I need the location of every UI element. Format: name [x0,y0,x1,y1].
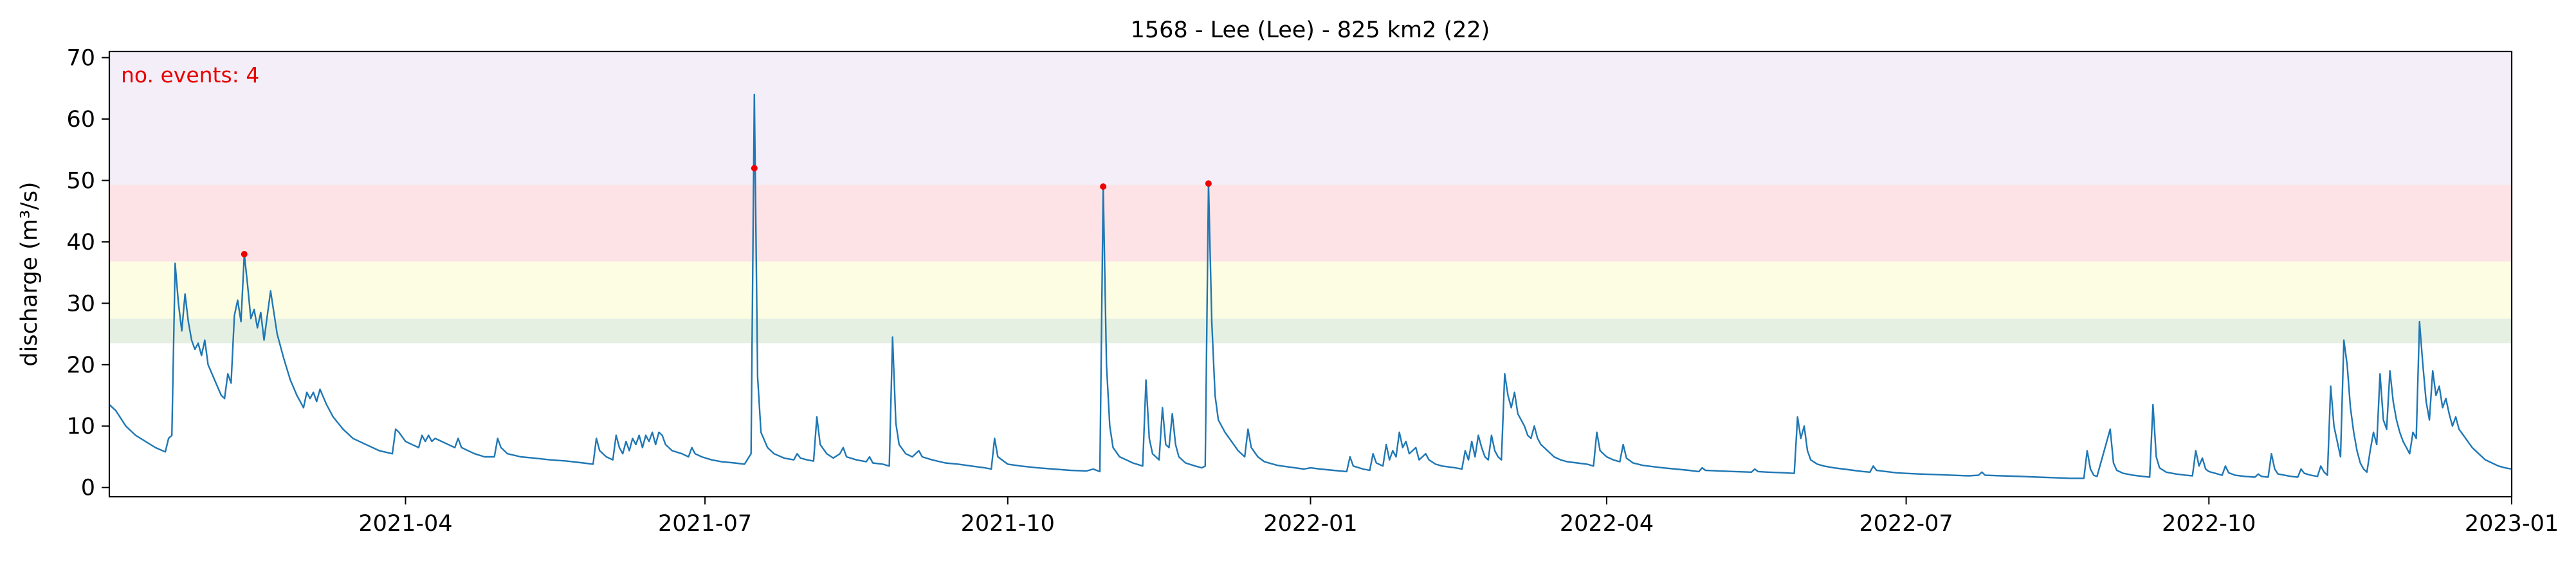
event-marker-4 [1205,180,1212,187]
event-marker-1 [241,250,248,257]
discharge-series-line [109,93,2512,479]
threshold-band-4 [109,51,2512,185]
y-tick-label-30: 30 [66,291,95,317]
y-axis-label: discharge (m³/s) [17,181,42,366]
y-tick-label-50: 50 [66,168,95,194]
x-tick-label-2021-04: 2021-04 [358,511,452,537]
event-count-annotation: no. events: 4 [121,62,259,88]
x-tick-label-2022-01: 2022-01 [1263,511,1357,537]
threshold-bands [109,51,2512,344]
threshold-band-2 [109,261,2512,319]
series-layer [109,93,2512,479]
x-tick-label-2022-07: 2022-07 [1859,511,1953,537]
threshold-band-3 [109,185,2512,262]
x-tick-label-2023-01: 2023-01 [2465,511,2559,537]
x-tick-label-2022-04: 2022-04 [1560,511,1654,537]
y-tick-label-20: 20 [66,353,95,378]
event-marker-2 [751,165,758,172]
y-tick-label-10: 10 [66,414,95,439]
y-tick-label-60: 60 [66,107,95,133]
y-tick-label-70: 70 [66,46,95,71]
event-marker-3 [1100,183,1107,190]
x-axis: 2021-04 2021-07 2021-10 2022-01 2022-04 2022-… [358,497,2559,537]
events-layer [241,165,1212,257]
chart-title: 1568 - Lee (Lee) - 825 km2 (22) [1131,17,1490,43]
x-tick-label-2021-10: 2021-10 [961,511,1055,537]
y-tick-label-40: 40 [66,230,95,255]
x-tick-label-2021-07: 2021-07 [658,511,752,537]
y-axis: 0 10 20 30 40 50 60 70 [66,46,109,501]
y-tick-label-0: 0 [81,475,95,501]
threshold-band-1 [109,318,2512,344]
x-tick-label-2022-10: 2022-10 [2162,511,2256,537]
